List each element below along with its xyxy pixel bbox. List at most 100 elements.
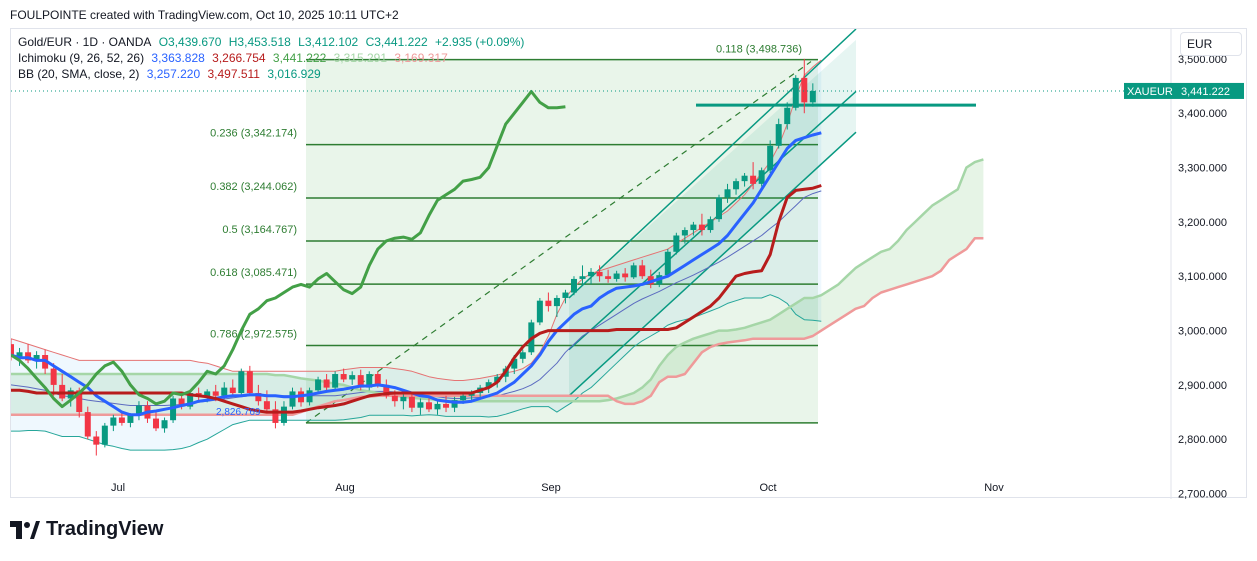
candle-body [16,352,23,357]
price-axis-tick-label: 2,800.000 [1178,434,1227,446]
bb-upper-line [11,59,822,381]
candle-body [715,197,722,220]
candle-body [775,124,782,146]
bb-upper-value: 3,497.511 [207,67,260,81]
candle-body [443,403,450,408]
candle-body [153,418,160,429]
candle-body [255,393,262,402]
bollinger-band-fill [11,60,822,451]
candle-body [170,398,177,421]
bb-basis-value: 3,257.220 [146,67,201,81]
candle-body [229,387,236,394]
candle-body [630,265,637,278]
candle-body [553,297,560,307]
candle-body [536,300,543,323]
ichimoku-tenkan-value: 3,363.828 [151,51,205,65]
price-axis-tick-label: 3,200.000 [1178,217,1227,229]
time-axis-label: Jul [111,482,125,494]
candle-body [545,300,552,307]
candle-body [84,412,91,437]
candle-body [383,384,390,396]
ohlc-close: C3,441.222 [365,35,428,49]
last-price-ticker: XAUEUR [1127,86,1173,98]
price-axis-tick-label: 3,300.000 [1178,163,1227,175]
candle-body [579,276,586,279]
candle-body [741,175,748,182]
symbol-title[interactable]: Gold/EUR · 1D · OANDA [18,35,152,49]
tradingview-logo[interactable]: TradingView [10,518,163,541]
bb-label[interactable]: BB (20, SMA, close, 2) [18,67,140,81]
candle-body [519,352,526,359]
attribution-header: FOULPOINTE created with TradingView.com,… [10,8,399,22]
symbol-legend-row[interactable]: Gold/EUR · 1D · OANDA O3,439.670 H3,453.… [18,34,528,50]
candle-body [733,181,740,190]
candle-body [238,371,245,394]
candle-body [357,375,364,388]
candle-body [280,406,287,423]
candle-body [605,276,612,279]
candle-body [588,271,595,277]
ohlc-change: +2.935 (+0.09%) [434,35,525,49]
candle-body [613,273,620,279]
senkou-a-line [11,158,984,403]
candle-body [707,219,714,231]
candle-body [187,393,194,407]
ichimoku-legend-row[interactable]: Ichimoku (9, 26, 52, 26) 3,363.828 3,266… [18,50,528,66]
candle-body [161,420,168,429]
candle-body [11,344,14,357]
price-axis-tick-label: 3,000.000 [1178,326,1227,338]
chart-legend: Gold/EUR · 1D · OANDA O3,439.670 H3,453.… [18,34,528,82]
price-axis-tick-label: 2,700.000 [1178,489,1227,499]
time-axis-label: Nov [984,482,1004,494]
ohlc-high: H3,453.518 [228,35,291,49]
price-axis-tick-label: 3,100.000 [1178,271,1227,283]
candle-body [758,170,765,184]
price-chart[interactable]: 0.118 (3,498.736) 0.236 (3,342.174) 0.382 … [11,29,1248,499]
candle-body [460,395,467,401]
tradingview-logo-icon [10,520,40,539]
candle-body [570,278,577,293]
ohlc-open: O3,439.670 [158,35,222,49]
candle-body [50,368,57,385]
fib-level-label: 0.236 (3,342.174) [210,128,297,140]
currency-button[interactable]: EUR [1180,32,1242,56]
ichimoku-cloud [11,159,984,415]
candle-body [135,405,142,415]
candle-body [451,400,458,408]
price-axis-tick-label: 2,900.000 [1178,380,1227,392]
ichimoku-senkou-b-value: 3,169.317 [394,51,448,65]
bb-lower-line [11,294,822,451]
ichimoku-label[interactable]: Ichimoku (9, 26, 52, 26) [18,51,145,65]
candle-body [784,107,791,125]
candle-body [562,292,569,298]
price-channel-lower [568,131,857,397]
candle-body [664,251,671,276]
candle-body [391,395,398,402]
time-axis-label: Sep [541,482,561,494]
candle-body [724,189,731,198]
candle-body [101,425,108,445]
candle-body [349,375,356,380]
candle-body [511,358,518,369]
candle-body [690,224,697,231]
candle-body [246,371,253,394]
candle-body [596,271,603,277]
candle-body [221,387,228,396]
candle-body [673,235,680,252]
ohlc-low: L3,412.102 [298,35,359,49]
candle-body [110,417,117,426]
candle-body [315,379,322,391]
chart-frame[interactable]: 0.118 (3,498.736) 0.236 (3,342.174) 0.382 … [10,28,1248,499]
fib-trend-line [305,61,812,424]
fib-level-label: 0.618 (3,085.471) [210,267,297,279]
bb-left-label: 2,826.769 [216,407,261,418]
candle-body [33,355,40,361]
candle-body [400,396,407,402]
candle-body [332,374,339,388]
bb-legend-row[interactable]: BB (20, SMA, close, 2) 3,257.220 3,497.5… [18,66,528,82]
ichimoku-chikou-value: 3,441.222 [272,51,327,65]
candle-body [485,382,492,388]
candle-body [417,402,424,408]
candle-body [263,401,270,410]
candle-body [272,409,279,423]
